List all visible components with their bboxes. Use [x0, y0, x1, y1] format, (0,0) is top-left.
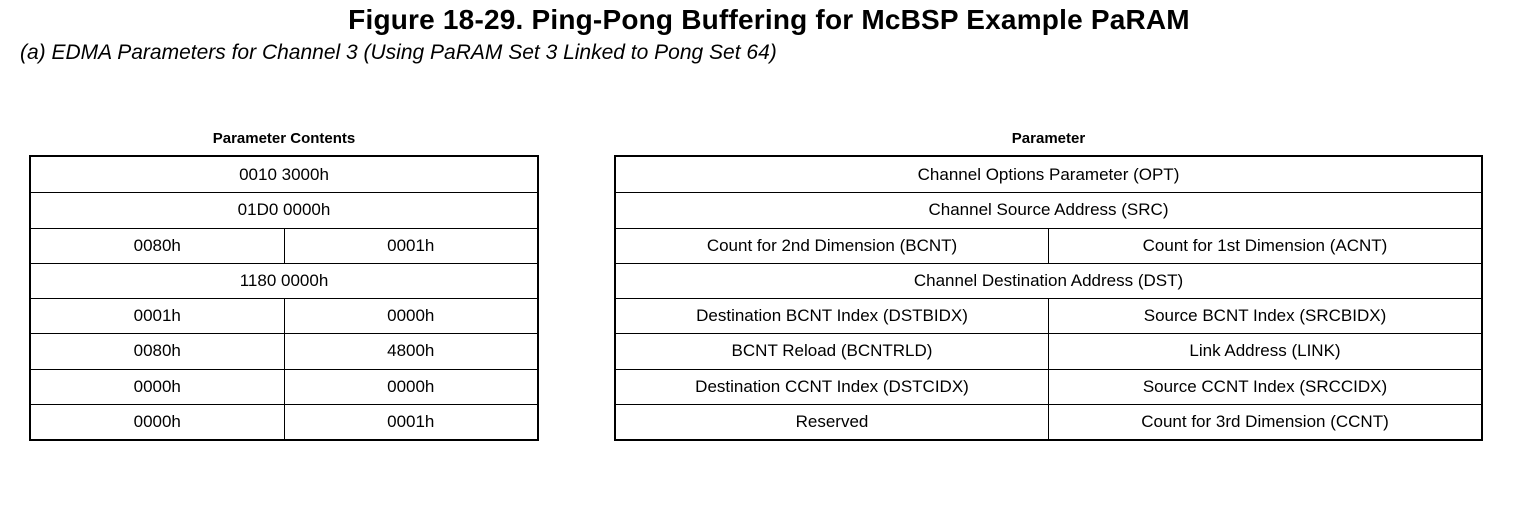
parameter-header: Parameter	[1011, 130, 1086, 147]
table-cell: 01D0 0000h	[237, 200, 331, 220]
figure-title: Figure 18-29. Ping-Pong Buffering for Mc…	[348, 4, 1190, 35]
parameter-table: Channel Options Parameter (OPT) Channel S…	[614, 155, 1483, 441]
table-cell: 0000h	[133, 376, 181, 396]
table-cell: 0001h	[283, 228, 538, 263]
table-cell: Destination CCNT Index (DSTCIDX)	[695, 376, 969, 396]
table-cell: 0001h	[283, 404, 538, 439]
table-row: Channel Destination Address (DST)	[616, 262, 1481, 298]
table-row: Channel Options Parameter (OPT)	[616, 157, 1481, 192]
parameter-contents-header: Parameter Contents	[212, 130, 356, 147]
table-cell: 0000h	[133, 411, 181, 431]
table-row: 0010 3000h	[31, 157, 537, 192]
table-row: 01D0 0000h	[31, 192, 537, 227]
table-cell: 0010 3000h	[239, 164, 329, 184]
table-cell: Channel Options Parameter (OPT)	[917, 164, 1180, 184]
table-row: Reserved Count for 3rd Dimension (CCNT)	[616, 403, 1481, 439]
table-cell: Source BCNT Index (SRCBIDX)	[1048, 299, 1481, 334]
table-row: 1180 0000h	[31, 262, 537, 298]
table-row: BCNT Reload (BCNTRLD) Link Address (LINK)	[616, 333, 1481, 369]
table-row: 0000h 0001h	[31, 403, 538, 439]
table-row: 0080h 4800h	[31, 333, 538, 369]
parameter-contents-table: 0010 3000h 01D0 0000h 0080h 0001h 1180 0000h…	[29, 155, 539, 441]
figure-subtitle: (a) EDMA Parameters for Channel 3 (Using…	[20, 41, 777, 64]
table-cell: 1180 0000h	[239, 270, 329, 290]
table-cell: 0080h	[133, 235, 181, 255]
table-cell: Count for 1st Dimension (ACNT)	[1048, 228, 1481, 263]
table-cell: Channel Destination Address (DST)	[913, 270, 1184, 290]
table-cell: Count for 3rd Dimension (CCNT)	[1048, 404, 1481, 439]
table-cell: Source CCNT Index (SRCCIDX)	[1048, 369, 1481, 404]
table-cell: 0000h	[283, 369, 538, 404]
table-cell: 4800h	[283, 334, 538, 369]
table-cell: 0080h	[133, 341, 181, 361]
table-row: 0080h 0001h	[31, 227, 538, 263]
table-cell: Link Address (LINK)	[1048, 334, 1481, 369]
table-cell: 0000h	[283, 299, 538, 334]
table-cell: 0001h	[133, 306, 181, 326]
table-row: 0000h 0000h	[31, 368, 538, 404]
table-row: 0001h 0000h	[31, 298, 538, 334]
table-row: Channel Source Address (SRC)	[616, 192, 1481, 227]
table-cell: BCNT Reload (BCNTRLD)	[731, 341, 933, 361]
table-cell: Count for 2nd Dimension (BCNT)	[706, 235, 958, 255]
table-cell: Destination BCNT Index (DSTBIDX)	[696, 306, 968, 326]
table-cell: Channel Source Address (SRC)	[928, 200, 1169, 220]
table-row: Destination BCNT Index (DSTBIDX) Source B…	[616, 298, 1481, 334]
table-row: Count for 2nd Dimension (BCNT) Count for …	[616, 227, 1481, 263]
table-row: Destination CCNT Index (DSTCIDX) Source C…	[616, 368, 1481, 404]
table-cell: Reserved	[795, 411, 869, 431]
